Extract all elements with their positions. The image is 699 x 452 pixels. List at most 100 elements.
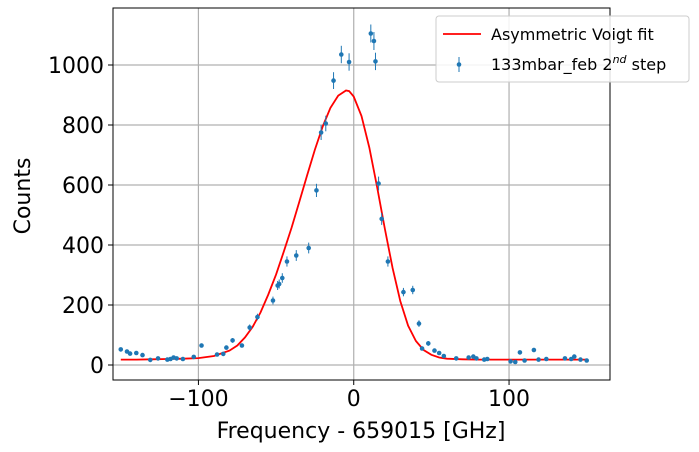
data-point (416, 320, 422, 327)
data-point (284, 256, 290, 267)
data-marker (346, 59, 352, 65)
data-marker (371, 38, 377, 44)
data-point (376, 176, 381, 191)
data-point (371, 32, 377, 50)
data-marker (425, 341, 431, 346)
data-marker (293, 253, 299, 258)
data-point (368, 24, 374, 43)
data-marker (318, 130, 324, 135)
data-marker (401, 289, 406, 295)
data-marker (453, 356, 459, 361)
data-marker (220, 351, 226, 357)
data-marker (416, 321, 422, 326)
data-marker (224, 345, 229, 350)
data-point (410, 285, 416, 295)
data-point (453, 356, 459, 361)
data-marker (432, 348, 437, 353)
y-tick-label: 200 (62, 294, 104, 319)
data-marker (276, 281, 282, 287)
data-point (441, 353, 447, 359)
data-point (522, 358, 527, 363)
data-point (323, 115, 329, 132)
data-point (432, 348, 437, 353)
data-point (339, 45, 344, 64)
data-point (279, 273, 285, 283)
y-tick-label: 1000 (48, 54, 104, 79)
y-tick-label: 400 (62, 234, 104, 259)
data-marker (180, 356, 186, 362)
data-point (474, 356, 479, 361)
data-marker (247, 325, 252, 330)
fit-line (120, 89, 587, 361)
x-tick-label: 0 (347, 387, 361, 412)
data-marker (199, 343, 204, 348)
x-tick-label: 100 (488, 387, 530, 412)
data-marker (436, 350, 442, 356)
data-marker (441, 353, 447, 359)
data-point (562, 356, 568, 361)
data-marker (584, 358, 590, 363)
data-point (401, 287, 406, 297)
legend-data-label-suffix: step (627, 55, 667, 74)
data-marker (410, 287, 416, 293)
axes (112, 7, 611, 381)
data-point (133, 350, 139, 356)
data-marker (376, 181, 381, 186)
data-point (379, 212, 384, 225)
data-point (318, 125, 324, 140)
data-marker (140, 352, 145, 358)
data-point (180, 356, 186, 362)
data-marker (474, 356, 479, 361)
data-marker (127, 351, 133, 356)
plot-frame (112, 7, 611, 381)
data-point (544, 356, 549, 362)
data-marker (531, 347, 537, 353)
data-point (118, 347, 124, 352)
data-marker (118, 347, 124, 352)
data-marker (314, 188, 319, 193)
data-point (191, 354, 197, 360)
y-tick-label: 600 (62, 174, 104, 199)
x-tick-label: −100 (168, 387, 228, 412)
data-point (425, 341, 431, 346)
data-marker (155, 356, 161, 361)
data-point (224, 345, 229, 350)
data-marker (147, 357, 153, 363)
data-point (314, 183, 319, 197)
data-point (531, 347, 537, 353)
data-marker (385, 259, 391, 264)
legend-data-swatch (456, 62, 462, 67)
data-point (127, 351, 133, 356)
y-tick-label: 0 (90, 354, 104, 379)
data-marker (512, 359, 518, 365)
data-marker (508, 359, 513, 364)
data-marker (544, 356, 549, 362)
y-tick-label: 800 (62, 114, 104, 139)
data-point (214, 352, 220, 357)
data-marker (571, 354, 577, 359)
legend-data-label-base: 133mbar_feb 2 (491, 55, 613, 75)
data-point (247, 324, 252, 331)
data-point (436, 350, 442, 356)
data-marker (174, 356, 179, 361)
legend-fit-label: Asymmetric Voigt fit (491, 25, 654, 44)
data-marker (279, 275, 285, 281)
data-point (199, 343, 204, 348)
data-marker (373, 59, 378, 64)
data-marker (339, 52, 344, 57)
data-marker (379, 216, 384, 222)
y-axis-label: Counts (11, 158, 36, 235)
data-marker (466, 355, 471, 360)
data-point (578, 357, 583, 362)
data-point (147, 357, 153, 363)
data-marker (522, 358, 527, 363)
data-marker (214, 352, 220, 357)
data-point (276, 279, 282, 289)
data-point (419, 346, 425, 351)
data-marker (536, 357, 541, 362)
data-point (466, 355, 471, 360)
data-point (346, 53, 352, 71)
data-marker (578, 357, 583, 362)
legend-box (435, 15, 690, 83)
